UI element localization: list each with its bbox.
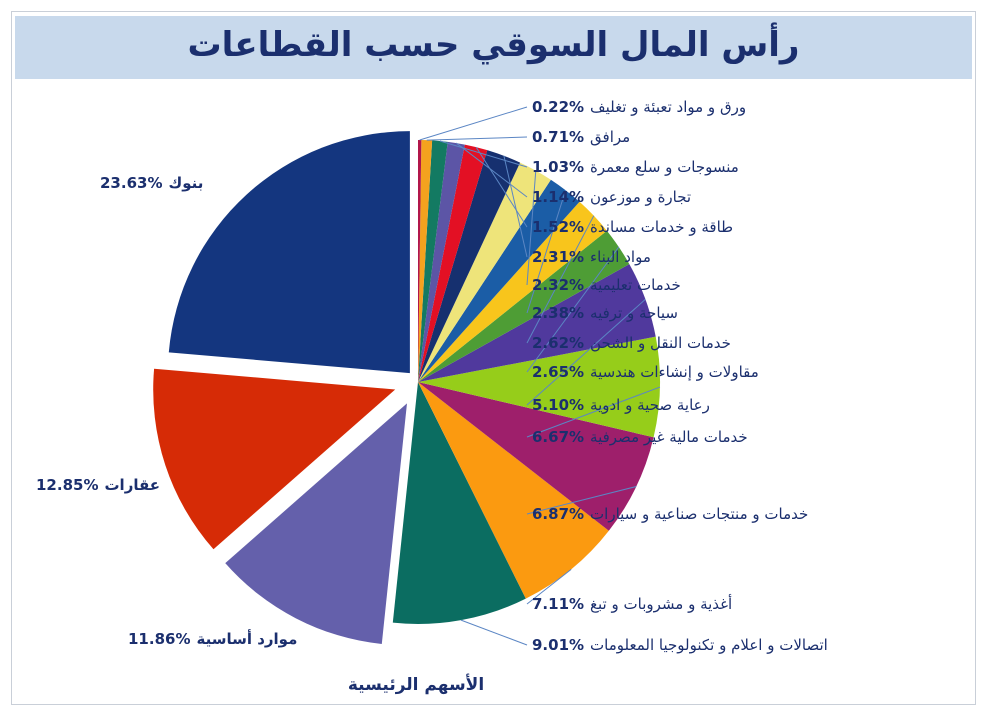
slice-label-10: 2.38% سياحة و ترفيه [532, 304, 678, 322]
slice-name-6: خدمات مالية غير مصرفية [590, 428, 748, 446]
slice-name-7: رعاية صحية و ادوية [590, 396, 710, 414]
slice-name-14: تجارة و موزعون [590, 188, 691, 206]
slice-name-0: بنوك [168, 174, 203, 192]
group-label: الأسهم الرئيسية [348, 674, 484, 695]
slice-label-14: 1.14% تجارة و موزعون [532, 188, 691, 206]
slice-13 [418, 144, 488, 382]
slice-name-16: مرافق [590, 128, 630, 146]
slice-label-15: 1.03% منسوجات و سلع معمرة [532, 158, 739, 176]
leader-10 [526, 190, 567, 314]
leader-11 [526, 170, 537, 286]
slice-name-1: عقارات [104, 476, 160, 494]
leader-15 [439, 140, 528, 168]
leader-16 [426, 136, 528, 141]
leader-5 [526, 485, 637, 515]
slice-labels: 0.22% ورق و مواد تعبئة و تغليف 0.71% مرافق 1… [36, 98, 828, 695]
slice-9 [418, 201, 607, 382]
leader-4 [526, 568, 572, 605]
slice-2 [225, 403, 407, 645]
slice-name-8: مقاولات و إنشاءات هندسية [590, 363, 759, 381]
slice-12 [418, 150, 521, 382]
leader-12 [503, 155, 528, 258]
slice-label-0: 23.63% بنوك [100, 174, 203, 192]
slice-pct-1: 12.85% [36, 476, 98, 494]
slice-name-2: موارد أساسية [196, 629, 297, 648]
slice-name-10: سياحة و ترفيه [590, 304, 678, 322]
slice-15 [418, 140, 448, 382]
slice-pct-13: 1.52% [532, 218, 584, 236]
slice-0 [168, 131, 410, 374]
slice-17 [418, 140, 422, 382]
slice-pct-8: 2.65% [532, 363, 584, 381]
slice-8 [418, 230, 630, 382]
slice-6 [418, 336, 660, 438]
slice-pct-4: 7.11% [532, 595, 584, 613]
slice-pct-7: 5.10% [532, 396, 584, 414]
title-bar: رأس المال السوقي حسب القطاعات [15, 16, 972, 79]
slice-14 [418, 141, 465, 382]
slice-5 [418, 382, 654, 531]
leader-lines [419, 106, 661, 646]
leader-17 [419, 106, 528, 141]
slice-1 [153, 368, 396, 550]
slice-10 [418, 179, 580, 382]
slice-pct-11: 2.32% [532, 276, 584, 294]
slice-pct-6: 6.67% [532, 428, 584, 446]
slice-pct-0: 23.63% [100, 174, 162, 192]
slice-7 [418, 264, 656, 382]
slice-pct-10: 2.38% [532, 304, 584, 322]
leader-6 [526, 386, 661, 438]
slice-label-4: 7.11% أغذية و مشروبات و تبغ [532, 594, 732, 613]
slice-label-6: 6.67% خدمات مالية غير مصرفية [532, 428, 748, 446]
slice-label-17: 0.22% ورق و مواد تعبئة و تغليف [532, 98, 746, 116]
slice-name-3: اتصالات و اعلام و تكنولوجيا المعلومات [590, 636, 828, 654]
leader-3 [460, 619, 528, 646]
slice-name-12: مواد البناء [590, 248, 651, 266]
slice-pct-5: 6.87% [532, 505, 584, 523]
slice-pct-9: 2.62% [532, 334, 584, 352]
slice-3 [392, 382, 526, 624]
slice-16 [418, 140, 433, 382]
leader-8 [526, 246, 620, 373]
slice-name-15: منسوجات و سلع معمرة [590, 158, 739, 176]
slice-label-3: 9.01% اتصالات و اعلام و تكنولوجيا المعلوم… [532, 636, 828, 654]
slice-label-9: 2.62% خدمات النقل و الشحن [532, 334, 731, 352]
chart-title: رأس المال السوقي حسب القطاعات [187, 25, 800, 65]
slice-label-2: 11.86% موارد أساسية [128, 629, 297, 648]
slice-pct-16: 0.71% [532, 128, 584, 146]
leader-13 [475, 146, 528, 228]
slice-name-9: خدمات النقل و الشحن [590, 334, 731, 352]
leader-9 [526, 215, 595, 344]
leader-14 [456, 142, 528, 198]
slice-label-11: 2.32% خدمات تعليمية [532, 276, 681, 294]
slice-label-5: 6.87% خدمات و منتجات صناعية و سيارات [532, 505, 808, 523]
slice-name-4: أغذية و مشروبات و تبغ [590, 594, 732, 613]
slice-label-12: 2.31% مواد البناء [532, 248, 651, 266]
slice-label-8: 2.65% مقاولات و إنشاءات هندسية [532, 363, 759, 381]
slice-name-13: طاقة و خدمات مساندة [590, 218, 733, 236]
slice-pct-12: 2.31% [532, 248, 584, 266]
leader-7 [526, 298, 646, 406]
slice-label-1: 12.85% عقارات [36, 476, 160, 494]
slice-4 [418, 382, 609, 599]
slice-name-5: خدمات و منتجات صناعية و سيارات [590, 505, 808, 523]
slice-name-17: ورق و مواد تعبئة و تغليف [590, 98, 746, 116]
slice-label-7: 5.10% رعاية صحية و ادوية [532, 396, 710, 414]
slice-label-16: 0.71% مرافق [532, 128, 630, 146]
slice-pct-2: 11.86% [128, 630, 190, 648]
slice-pct-14: 1.14% [532, 188, 584, 206]
pie-slices [153, 131, 660, 645]
slice-pct-3: 9.01% [532, 636, 584, 654]
slice-name-11: خدمات تعليمية [590, 276, 681, 294]
slice-pct-17: 0.22% [532, 98, 584, 116]
slice-label-13: 1.52% طاقة و خدمات مساندة [532, 218, 733, 236]
slice-pct-15: 1.03% [532, 158, 584, 176]
